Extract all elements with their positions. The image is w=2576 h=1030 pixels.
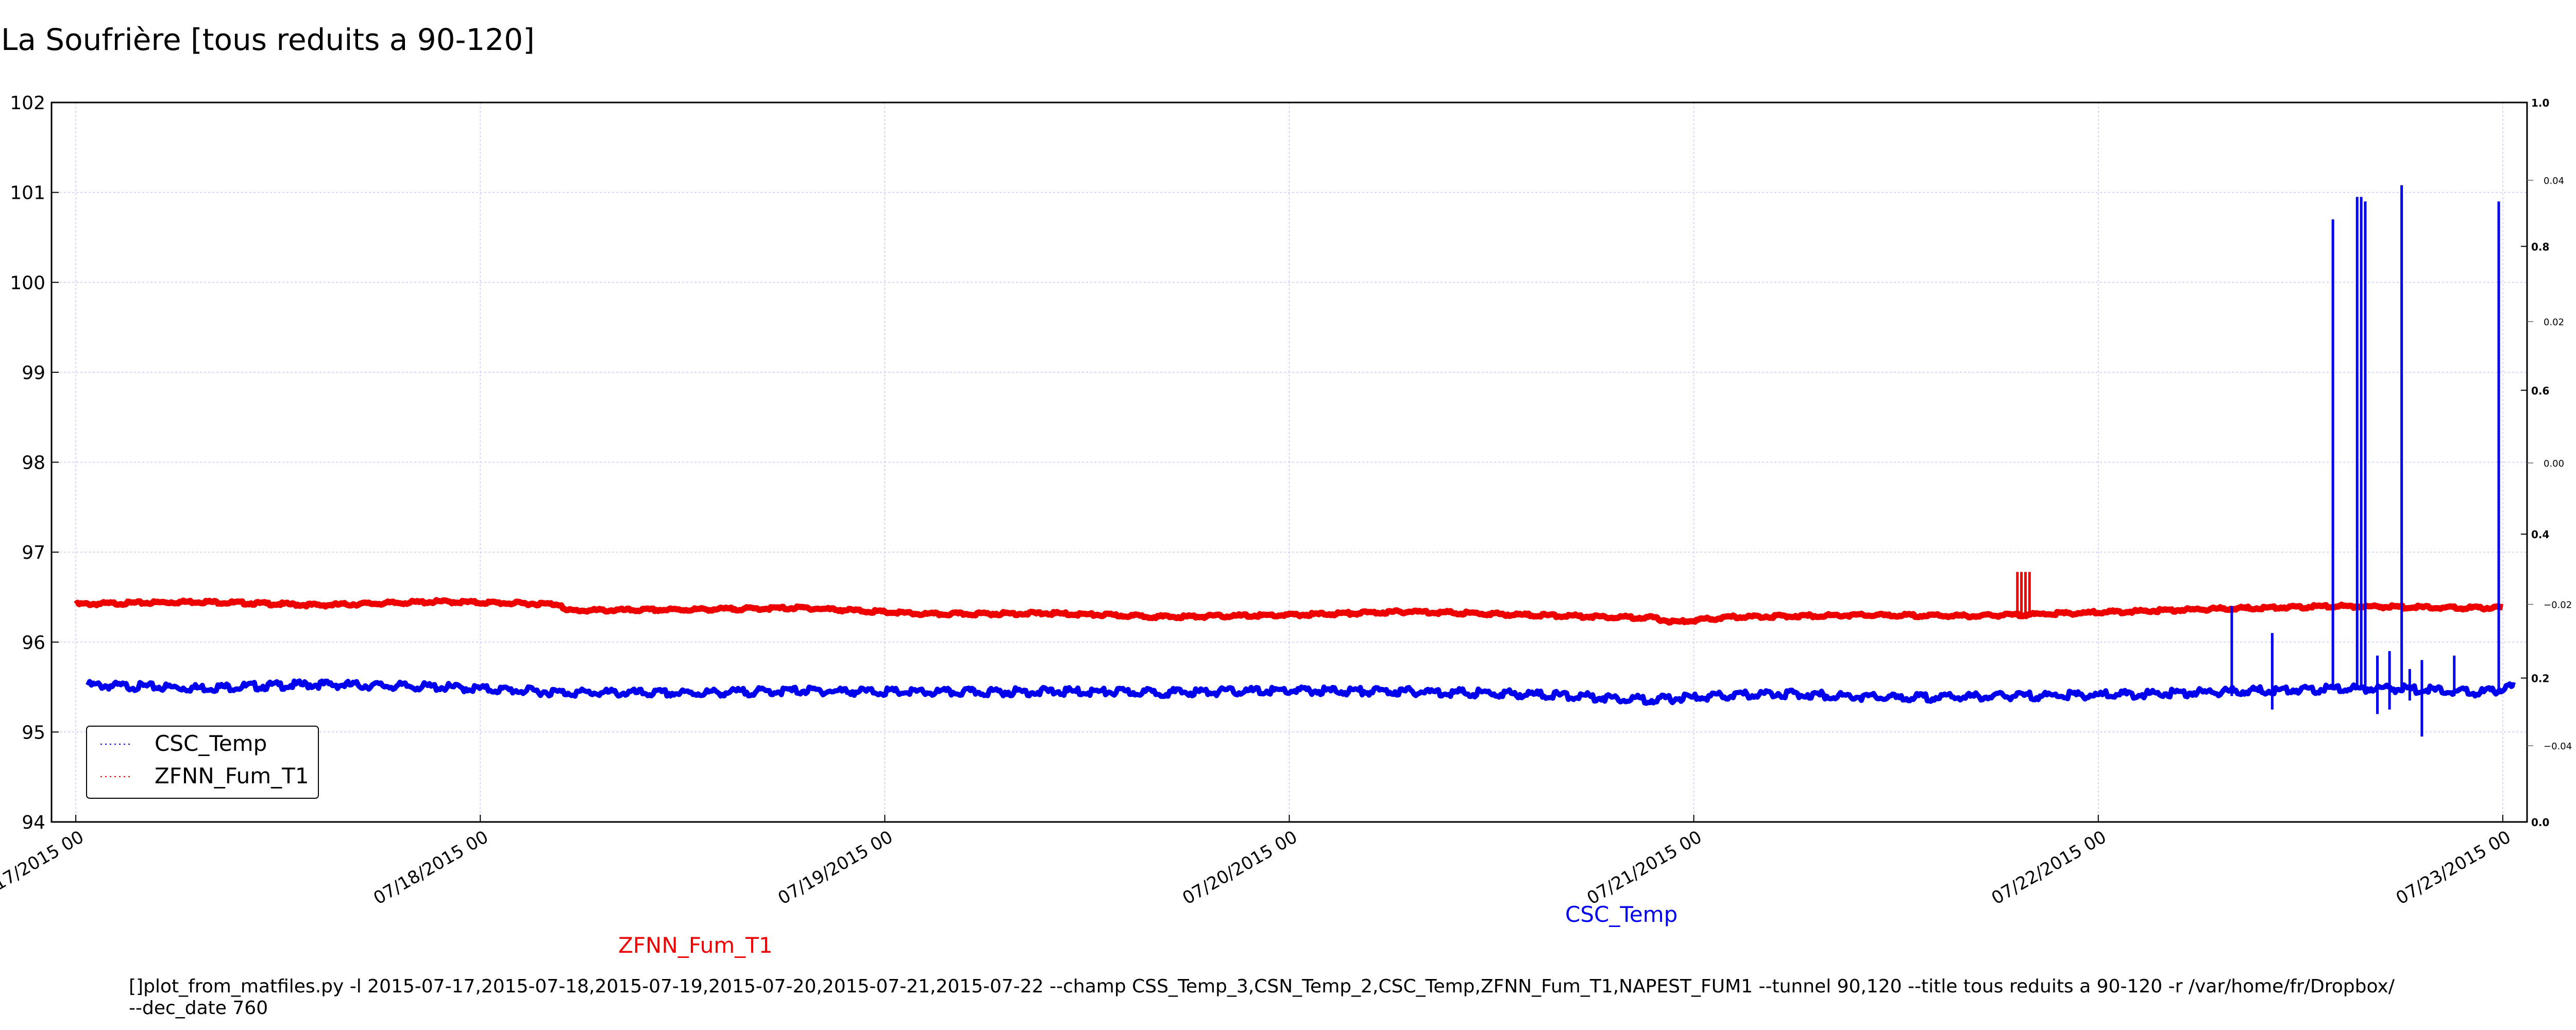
x-tick-label: 07/17/2015 00 (0, 827, 88, 909)
csc-axis-annotation: CSC_Temp (1565, 902, 1677, 927)
x-tick-label: 07/20/2015 00 (1179, 827, 1301, 909)
series-line-zfnn (74, 597, 2504, 626)
right-tick-label-b: 0.04 (2544, 176, 2564, 186)
legend-csc-label: CSC_Temp (155, 731, 267, 756)
right-tick-label: 0.0 (2531, 816, 2549, 829)
x-tick-label: 07/18/2015 00 (370, 827, 492, 909)
right-tick-label: 0.4 (2531, 528, 2549, 541)
y-tick-label: 95 (22, 722, 45, 743)
y-tick-label: 98 (22, 453, 45, 474)
right-tick-label: 0.6 (2531, 385, 2549, 397)
chart-title: La Soufrière [tous reduits a 90-120] (1, 22, 535, 57)
y-tick-label: 96 (22, 632, 45, 654)
x-axis: 07/17/2015 00 07/18/2015 00 07/19/2015 00 0… (0, 815, 2514, 909)
x-tick-label: 07/21/2015 00 (1584, 827, 1706, 909)
y-axis-right: 0.0 0.2 0.4 0.6 0.8 1.0 −0.04 −0.02 0.00 0.02 0.04 (2521, 97, 2572, 829)
legend-zfnn-label: ZFNN_Fum_T1 (155, 763, 309, 788)
zfnn-axis-annotation: ZFNN_Fum_T1 (618, 933, 773, 958)
legend: CSC_Temp ZFNN_Fum_T1 (86, 726, 319, 799)
right-tick-label-b: 0.00 (2544, 458, 2564, 469)
y-axis-left: 94 95 96 97 98 99 100 101 102 (10, 93, 59, 833)
right-tick-label: 0.8 (2531, 241, 2549, 253)
series-line-csc (86, 678, 2516, 706)
right-tick-label-b: 0.02 (2544, 317, 2564, 328)
x-tick-label: 07/22/2015 00 (1988, 827, 2110, 909)
footer-command: []plot_from_matfiles.py -l 2015-07-17,20… (129, 976, 2395, 1019)
y-tick-label: 94 (22, 812, 45, 833)
grid (52, 102, 2527, 822)
legend-box (86, 726, 319, 799)
right-tick-label-b: −0.04 (2544, 741, 2572, 752)
y-tick-label: 97 (22, 542, 45, 563)
y-tick-label: 101 (10, 183, 45, 204)
y-tick-label: 102 (10, 93, 45, 114)
x-tick-label: 07/23/2015 00 (2393, 827, 2515, 909)
right-tick-label: 0.2 (2531, 673, 2549, 685)
y-tick-label: 100 (10, 272, 45, 294)
right-tick-label: 1.0 (2531, 97, 2549, 109)
y-tick-label: 99 (22, 363, 45, 384)
x-tick-label: 07/19/2015 00 (774, 827, 896, 909)
plot-series (74, 185, 2516, 737)
right-tick-label-b: −0.02 (2544, 600, 2572, 611)
